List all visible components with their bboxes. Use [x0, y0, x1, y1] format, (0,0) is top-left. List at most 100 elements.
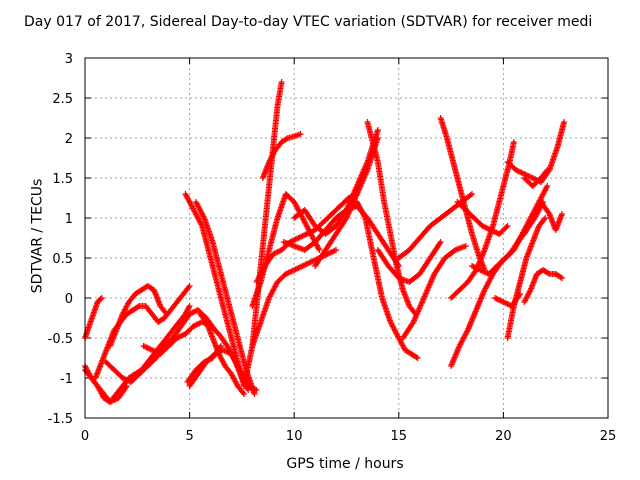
- data-point: [192, 322, 199, 329]
- data-point: [253, 387, 260, 393]
- series-arc-23: [399, 243, 469, 341]
- data-point: [185, 304, 192, 311]
- y-tick-label: 1: [65, 212, 73, 227]
- data-point: [285, 269, 292, 276]
- data-point: [479, 223, 486, 229]
- data-point: [185, 305, 192, 312]
- data-point: [147, 346, 154, 353]
- data-point: [303, 231, 310, 237]
- data-point: [374, 127, 381, 133]
- data-point: [144, 345, 151, 351]
- data-point: [150, 347, 157, 354]
- data-point: [186, 283, 193, 289]
- data-point: [470, 263, 477, 270]
- data-point: [292, 236, 299, 243]
- data-point: [374, 135, 381, 141]
- data-point: [518, 169, 525, 176]
- x-tick-label: 0: [81, 429, 89, 444]
- data-point: [462, 243, 469, 249]
- data-point: [480, 223, 487, 230]
- data-point: [295, 235, 302, 241]
- data-point: [528, 174, 535, 181]
- data-point: [298, 263, 305, 270]
- data-point: [293, 235, 300, 242]
- data-point: [515, 168, 522, 175]
- data-point: [187, 310, 194, 317]
- data-point: [271, 250, 278, 257]
- data-point: [328, 249, 335, 255]
- data-point: [300, 232, 307, 239]
- data-point: [175, 334, 182, 341]
- x-tick-label: 5: [185, 429, 193, 444]
- data-point: [119, 375, 126, 381]
- data-point: [544, 183, 551, 189]
- data-point: [186, 303, 193, 309]
- data-point: [300, 262, 307, 269]
- data-point: [123, 383, 130, 389]
- data-point: [189, 309, 196, 316]
- data-point: [123, 377, 130, 383]
- series-arc-13: [259, 131, 304, 181]
- data-point: [292, 266, 299, 273]
- data-point: [529, 175, 536, 181]
- data-point: [135, 303, 142, 310]
- data-point: [503, 224, 510, 231]
- data-point: [544, 167, 551, 173]
- data-point: [298, 233, 305, 240]
- data-point: [252, 386, 259, 393]
- data-point: [190, 323, 197, 329]
- x-tick-label: 25: [600, 429, 617, 444]
- data-point: [413, 354, 420, 361]
- series-arc-36: [184, 343, 224, 385]
- data-point: [299, 263, 306, 269]
- data-point: [186, 311, 193, 317]
- data-point: [545, 270, 552, 277]
- data-point: [284, 270, 291, 277]
- y-tick-label: 3: [65, 52, 73, 67]
- data-point: [239, 389, 246, 396]
- data-point: [296, 264, 303, 271]
- data-point: [273, 249, 280, 256]
- data-point: [504, 301, 511, 307]
- data-point: [309, 258, 316, 265]
- series-arc-19: [364, 119, 419, 317]
- data-point: [293, 265, 300, 272]
- chart-title: Day 017 of 2017, Sidereal Day-to-day VTE…: [24, 14, 593, 30]
- data-point: [291, 267, 298, 273]
- series-arc-34: [521, 167, 551, 189]
- series-arc-20: [353, 199, 421, 361]
- data-point: [558, 275, 565, 281]
- data-point: [514, 167, 521, 174]
- data-point: [504, 223, 511, 229]
- series-arc-10: [197, 311, 247, 397]
- data-point: [541, 216, 548, 223]
- data-point: [331, 247, 338, 254]
- data-point: [184, 307, 191, 313]
- data-point: [107, 399, 114, 405]
- data-point: [316, 247, 323, 253]
- data-point: [306, 259, 313, 266]
- data-point: [278, 79, 285, 85]
- data-point: [288, 268, 295, 275]
- data-point: [501, 299, 508, 306]
- y-axis-label: SDTVAR / TECUs: [29, 178, 46, 294]
- data-point: [469, 191, 476, 197]
- series-arc-33: [521, 267, 565, 305]
- data-point: [289, 267, 296, 274]
- data-point: [478, 267, 485, 274]
- data-point: [146, 345, 153, 352]
- data-point: [98, 295, 105, 301]
- data-point: [493, 295, 500, 302]
- data-point: [500, 299, 507, 305]
- series-arc-35: [82, 363, 130, 405]
- data-point: [143, 344, 150, 351]
- data-point: [481, 269, 488, 275]
- data-point: [473, 265, 480, 271]
- data-point: [141, 343, 148, 350]
- data-point: [151, 348, 158, 355]
- data-point: [519, 170, 526, 177]
- data-point: [436, 240, 443, 247]
- data-point: [240, 391, 247, 397]
- y-tick-label: -1: [60, 372, 73, 387]
